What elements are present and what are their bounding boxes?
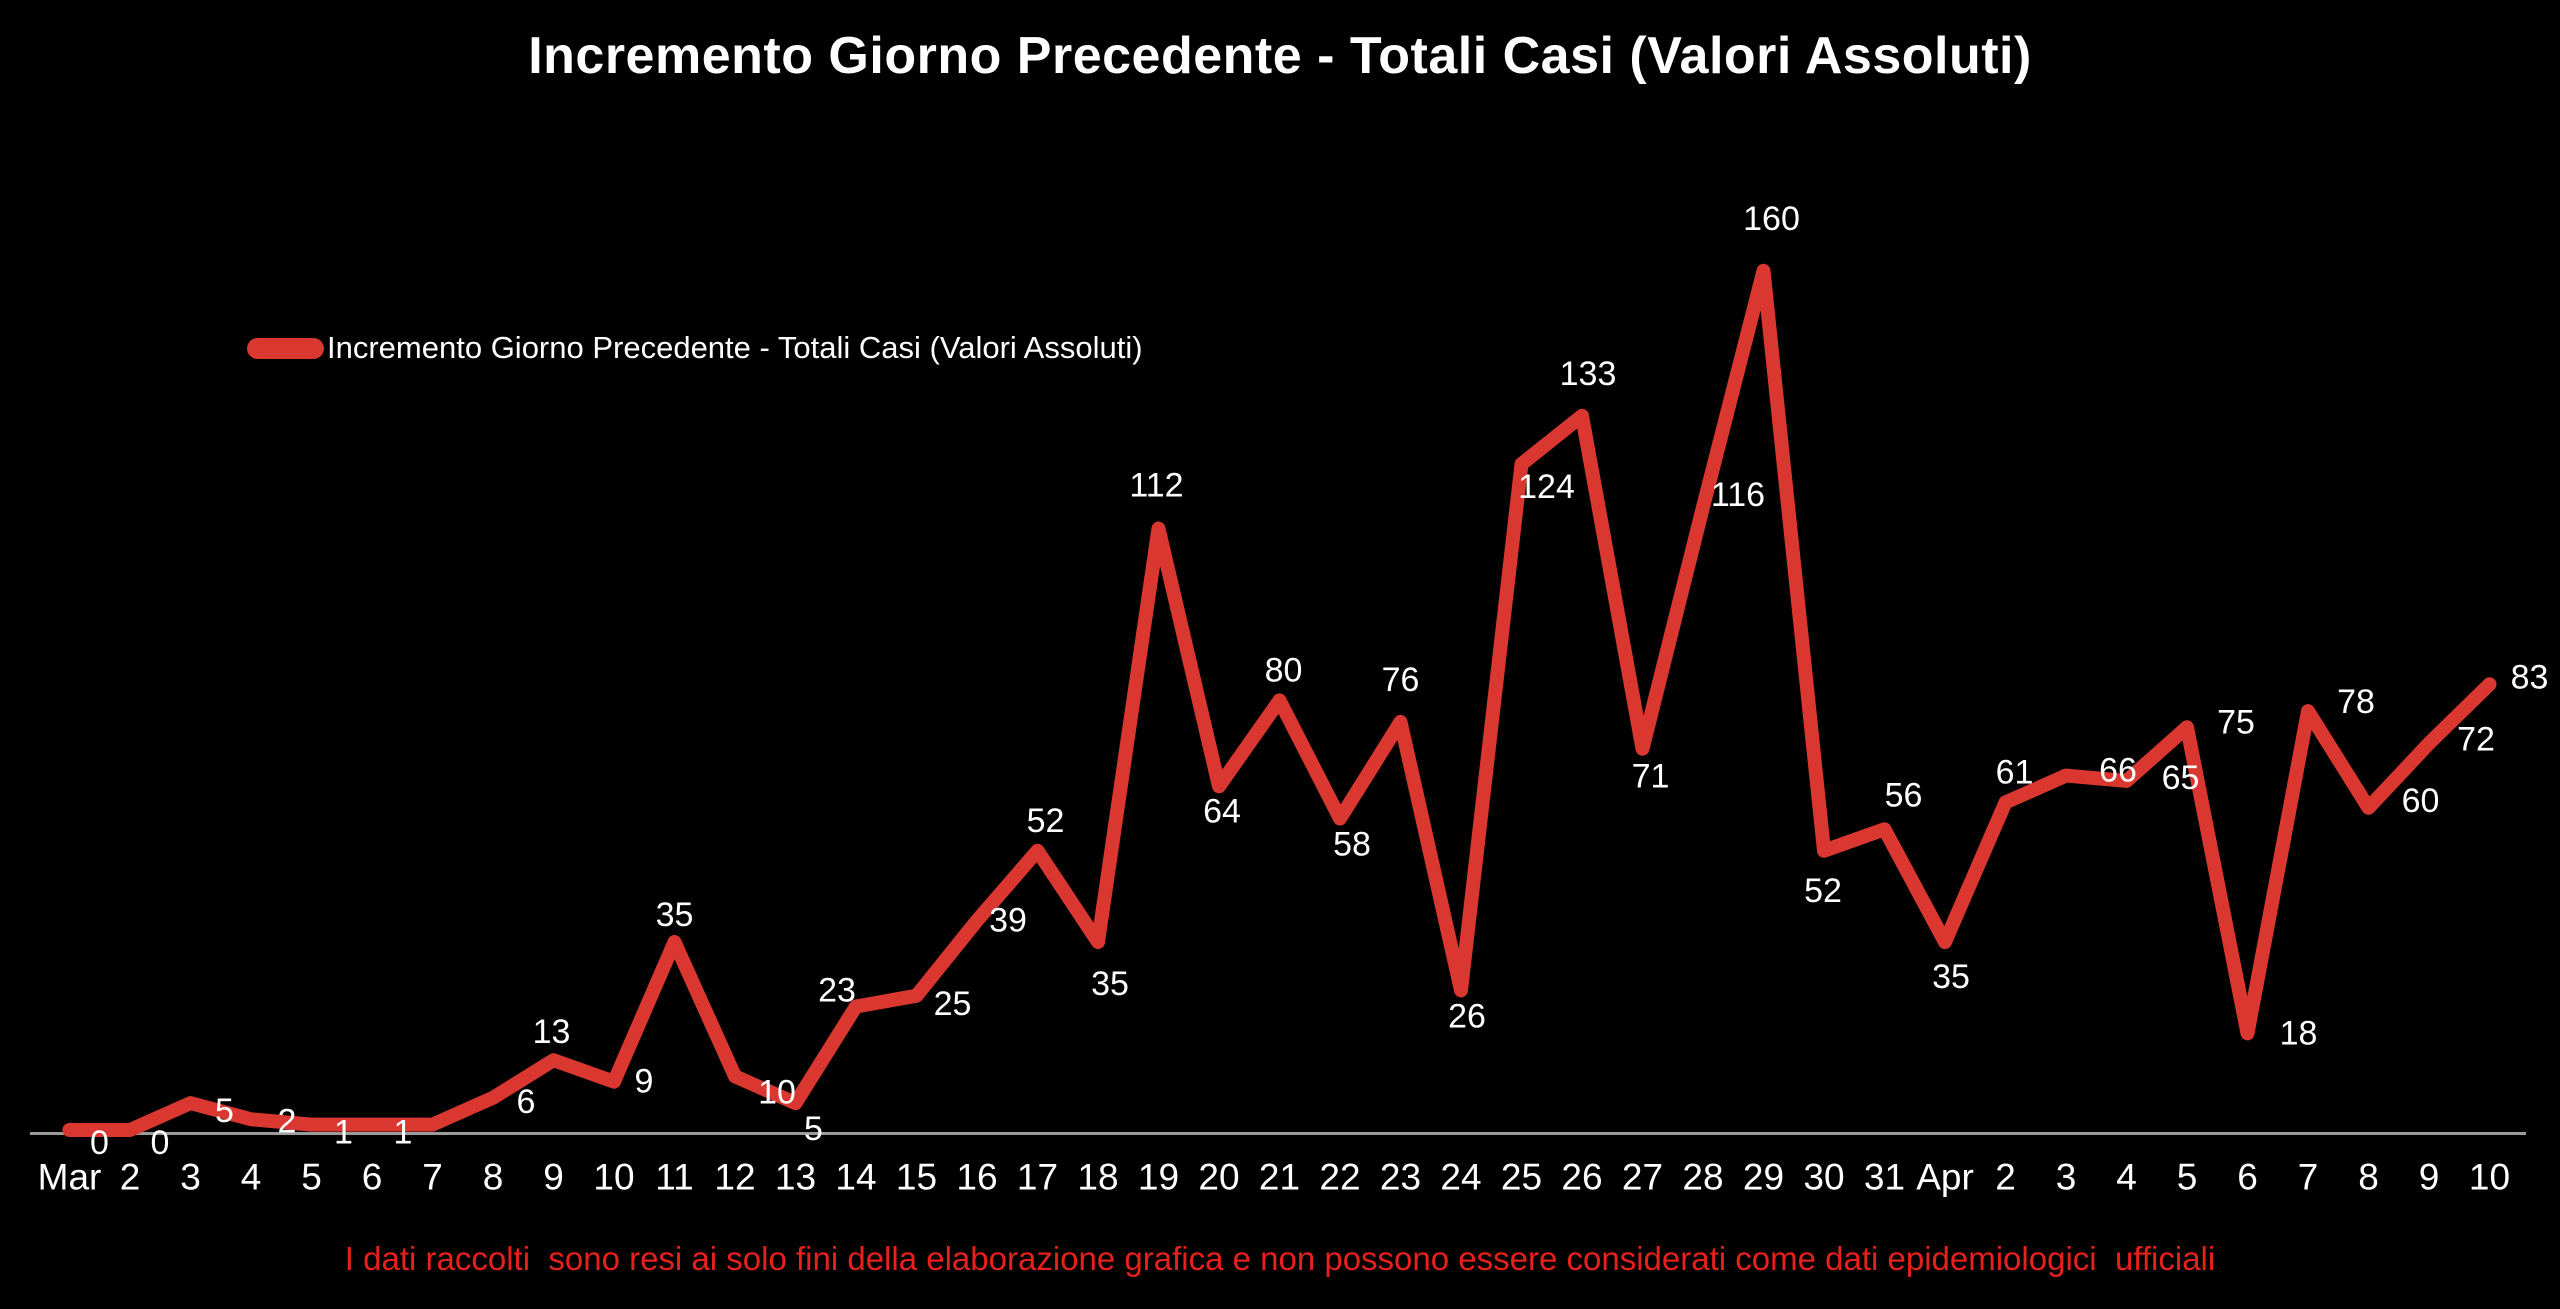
x-axis-label: 28: [1682, 1157, 1723, 1198]
x-axis-label: 19: [1138, 1157, 1179, 1198]
data-label: 0: [151, 1124, 170, 1162]
data-label: 80: [1265, 651, 1303, 689]
data-label: 25: [934, 985, 972, 1023]
x-axis-label: 9: [543, 1157, 564, 1198]
data-label: 9: [635, 1063, 654, 1101]
x-axis-label: 29: [1743, 1157, 1784, 1198]
x-axis-label: 3: [2056, 1157, 2077, 1198]
chart-title: Incremento Giorno Precedente - Totali Ca…: [528, 27, 2032, 85]
data-label: 64: [1203, 792, 1241, 830]
x-axis-label: 10: [2469, 1157, 2510, 1198]
x-axis-label: 23: [1380, 1157, 1421, 1198]
legend-line-swatch: [247, 337, 324, 359]
x-axis-label: 18: [1077, 1157, 1118, 1198]
data-label: 35: [1091, 965, 1129, 1003]
data-label: 1: [334, 1114, 353, 1152]
x-axis-label: 25: [1501, 1157, 1542, 1198]
x-axis-label: 2: [1995, 1157, 2016, 1198]
x-axis-label: 27: [1622, 1157, 1663, 1198]
x-axis-label: 6: [362, 1157, 383, 1198]
data-label: 72: [2457, 720, 2495, 758]
x-axis-label: 16: [956, 1157, 997, 1198]
x-axis-label: 3: [180, 1157, 201, 1198]
data-label: 13: [533, 1013, 571, 1051]
data-label: 160: [1743, 200, 1800, 238]
data-label: 116: [1711, 476, 1765, 514]
x-axis-label: 6: [2237, 1157, 2258, 1198]
data-label: 75: [2217, 703, 2255, 741]
x-axis-label: 17: [1017, 1157, 1058, 1198]
data-label: 23: [818, 971, 856, 1009]
data-label: 124: [1518, 468, 1575, 506]
x-axis-label: 11: [655, 1157, 693, 1198]
data-label: 133: [1560, 355, 1617, 393]
data-label: 76: [1382, 661, 1420, 699]
data-label: 66: [2099, 752, 2137, 790]
data-label: 58: [1333, 826, 1371, 864]
x-axis-label: 26: [1561, 1157, 1602, 1198]
data-label: 18: [2280, 1014, 2318, 1052]
x-axis-label: 7: [2298, 1157, 2319, 1198]
x-axis-label: 8: [483, 1157, 504, 1198]
x-axis-label: 2: [120, 1157, 141, 1198]
legend: Incremento Giorno Precedente - Totali Ca…: [247, 330, 1143, 366]
x-axis-label: 4: [2116, 1157, 2137, 1198]
data-line: [62, 263, 2497, 1137]
data-label: 10: [758, 1073, 796, 1111]
data-label: 56: [1885, 776, 1923, 814]
data-label: 78: [2337, 683, 2375, 721]
x-axis-label: 14: [835, 1157, 876, 1198]
x-axis-label: 22: [1319, 1157, 1360, 1198]
x-axis-label: Mar: [38, 1157, 102, 1198]
data-label: 71: [1632, 758, 1670, 796]
x-axis-label: 4: [241, 1157, 262, 1198]
data-label: 39: [989, 902, 1027, 940]
data-label: 0: [90, 1124, 109, 1162]
disclaimer-text: I dati raccolti sono resi ai solo fini d…: [344, 1240, 2216, 1277]
x-axis-label: Apr: [1916, 1157, 1974, 1198]
x-axis-label: 7: [422, 1157, 443, 1198]
data-label: 5: [804, 1110, 823, 1148]
x-axis-label: 24: [1440, 1157, 1481, 1198]
data-label: 35: [656, 896, 694, 934]
data-label: 2: [278, 1102, 297, 1140]
x-axis-label: 15: [896, 1157, 937, 1198]
x-axis-label: 20: [1198, 1157, 1239, 1198]
data-label: 6: [517, 1083, 536, 1121]
x-axis-label: 13: [775, 1157, 816, 1198]
legend-label: Incremento Giorno Precedente - Totali Ca…: [327, 330, 1143, 365]
data-label: 65: [2162, 759, 2200, 797]
x-axis-label: 5: [2177, 1157, 2198, 1198]
data-label: 112: [1129, 467, 1183, 505]
x-axis-label: 10: [593, 1157, 634, 1198]
x-axis-label: 12: [714, 1157, 755, 1198]
data-label: 60: [2402, 782, 2440, 820]
data-label: 83: [2511, 658, 2549, 696]
data-label: 5: [215, 1092, 234, 1130]
data-label: 1: [394, 1114, 413, 1152]
x-axis-label: 9: [2419, 1157, 2440, 1198]
data-label: 35: [1932, 958, 1970, 996]
x-axis-label: 31: [1864, 1157, 1905, 1198]
x-axis-label: 8: [2358, 1157, 2379, 1198]
data-label: 52: [1027, 802, 1065, 840]
data-label: 52: [1804, 872, 1842, 910]
x-axis-label: 5: [301, 1157, 322, 1198]
x-axis-label: 30: [1803, 1157, 1844, 1198]
data-label: 61: [1996, 753, 2034, 791]
x-axis-label: 21: [1259, 1157, 1300, 1198]
data-label: 26: [1448, 997, 1486, 1035]
